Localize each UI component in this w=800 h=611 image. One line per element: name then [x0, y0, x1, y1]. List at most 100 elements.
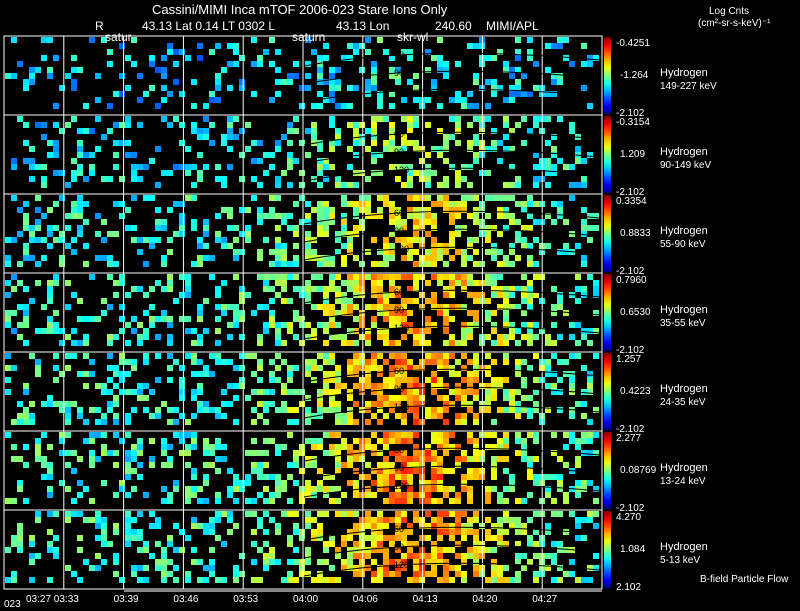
species-label: Hydrogen	[660, 146, 708, 158]
heatmap-cell	[491, 468, 497, 474]
heatmap-cell	[125, 413, 131, 419]
heatmap-cell	[383, 486, 389, 492]
heatmap-cell	[257, 377, 263, 383]
heatmap-cell	[437, 255, 443, 261]
heatmap-cell	[467, 401, 473, 407]
heatmap-cell	[233, 322, 239, 328]
heatmap-cell	[203, 255, 209, 261]
heatmap-cell	[275, 146, 281, 152]
heatmap-cell	[287, 407, 293, 413]
heatmap-cell	[551, 310, 557, 316]
colorbar-min-label: -2.102	[616, 266, 645, 277]
heatmap-cell	[191, 261, 197, 267]
heatmap-cell	[467, 140, 473, 146]
heatmap-cell	[77, 170, 83, 176]
heatmap-cell	[383, 274, 389, 280]
heatmap-cell	[173, 231, 179, 237]
heatmap-cell	[29, 553, 35, 559]
heatmap-cell	[389, 67, 395, 73]
heatmap-cell	[335, 176, 341, 182]
heatmap-cell	[545, 116, 551, 122]
heatmap-cell	[89, 371, 95, 377]
heatmap-cell	[431, 146, 437, 152]
energy-label: 55-90 keV	[660, 239, 706, 250]
heatmap-cell	[197, 486, 203, 492]
heatmap-cell	[179, 316, 185, 322]
heatmap-cell	[335, 450, 341, 456]
heatmap-cell	[227, 334, 233, 340]
heatmap-cell	[359, 67, 365, 73]
heatmap-cell	[515, 523, 521, 529]
heatmap-cell	[179, 432, 185, 438]
heatmap-cell	[197, 577, 203, 583]
heatmap-cell	[413, 383, 419, 389]
heatmap-cell	[383, 201, 389, 207]
heatmap-cell	[299, 529, 305, 535]
heatmap-cell	[395, 438, 401, 444]
heatmap-cell	[311, 274, 317, 280]
heatmap-cell	[83, 243, 89, 249]
species-label: Hydrogen	[660, 67, 708, 79]
heatmap-cell	[443, 401, 449, 407]
heatmap-cell	[485, 55, 491, 61]
heatmap-cell	[455, 553, 461, 559]
energy-label: 5-13 keV	[660, 555, 700, 566]
heatmap-cell	[131, 152, 137, 158]
heatmap-cell	[5, 322, 11, 328]
heatmap-cell	[377, 541, 383, 547]
heatmap-cell	[317, 486, 323, 492]
heatmap-cell	[161, 261, 167, 267]
heatmap-cell	[269, 164, 275, 170]
heatmap-cell	[497, 456, 503, 462]
heatmap-cell	[215, 407, 221, 413]
heatmap-cell	[269, 310, 275, 316]
heatmap-cell	[41, 37, 47, 43]
heatmap-cell	[347, 274, 353, 280]
heatmap-cell	[413, 577, 419, 583]
heatmap-cell	[527, 365, 533, 371]
heatmap-cell	[485, 195, 491, 201]
heatmap-cell	[419, 340, 425, 346]
heatmap-cell	[575, 517, 581, 523]
heatmap-cell	[395, 529, 401, 535]
heatmap-cell	[215, 231, 221, 237]
heatmap-cell	[263, 438, 269, 444]
heatmap-cell	[281, 170, 287, 176]
heatmap-cell	[275, 243, 281, 249]
heatmap-cell	[563, 37, 569, 43]
heatmap-cell	[347, 55, 353, 61]
heatmap-cell	[287, 541, 293, 547]
heatmap-cell	[281, 261, 287, 267]
heatmap-cell	[389, 365, 395, 371]
heatmap-cell	[197, 334, 203, 340]
heatmap-cell	[113, 529, 119, 535]
heatmap-cell	[593, 432, 599, 438]
heatmap-cell	[353, 207, 359, 213]
heatmap-cell	[323, 201, 329, 207]
heatmap-cell	[503, 261, 509, 267]
heatmap-cell	[245, 122, 251, 128]
heatmap-cell	[563, 310, 569, 316]
heatmap-cell	[443, 249, 449, 255]
heatmap-cell	[203, 365, 209, 371]
x-tick-label: 04:20	[472, 594, 497, 605]
heatmap-cell	[215, 353, 221, 359]
heatmap-cell	[491, 322, 497, 328]
heatmap-cell	[437, 577, 443, 583]
heatmap-cell	[5, 498, 11, 504]
heatmap-cell	[581, 207, 587, 213]
heatmap-cell	[125, 474, 131, 480]
heatmap-cell	[437, 523, 443, 529]
heatmap-cell	[341, 231, 347, 237]
chart-title: Cassini/MIMI Inca mTOF 2006-023 Stare Io…	[152, 2, 448, 17]
heatmap-cell	[347, 286, 353, 292]
heatmap-cell	[173, 61, 179, 67]
heatmap-cell	[509, 407, 515, 413]
heatmap-cell	[563, 444, 569, 450]
contour-label: 60	[394, 50, 404, 60]
heatmap-cell	[197, 304, 203, 310]
heatmap-cell	[563, 529, 569, 535]
heatmap-cell	[587, 328, 593, 334]
heatmap-cell	[251, 577, 257, 583]
heatmap-cell	[485, 237, 491, 243]
